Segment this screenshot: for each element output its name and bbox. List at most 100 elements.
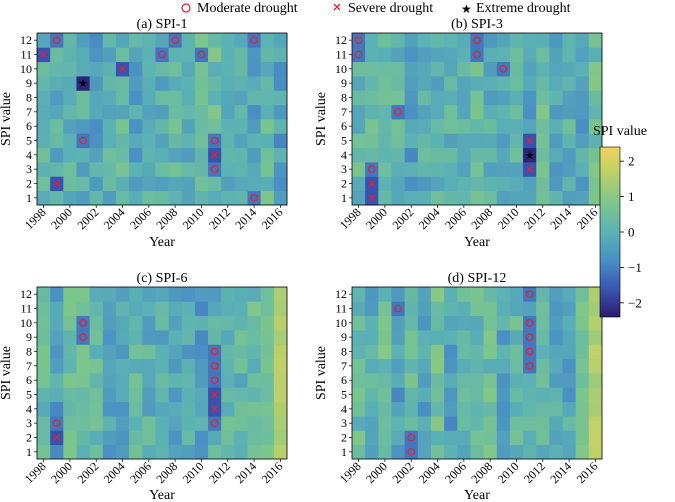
heatmap-cell <box>89 330 104 345</box>
x-tick-label: 2012 <box>521 205 548 232</box>
heatmap-cell <box>142 301 156 317</box>
heatmap-cell <box>208 287 222 302</box>
heatmap-cell <box>115 430 130 446</box>
heatmap-cell <box>129 344 143 360</box>
heatmap-cell <box>115 104 130 120</box>
heatmap-cell <box>115 373 130 388</box>
moderate-drought-marker <box>525 362 534 370</box>
heatmap-cell <box>155 301 169 317</box>
heatmap-cell <box>63 162 77 177</box>
heatmap-cell <box>102 133 117 149</box>
heatmap-cell <box>404 76 419 91</box>
y-tick-label: 2 <box>26 177 32 191</box>
heatmap-cell <box>142 119 156 134</box>
legend-item-extreme: ★ Extreme drought <box>461 1 571 16</box>
heatmap-cell <box>247 344 262 360</box>
heatmap-cell <box>378 401 392 417</box>
heatmap-cell <box>365 344 379 360</box>
heatmap-cell <box>444 330 458 345</box>
heatmap-cell <box>404 104 419 120</box>
heatmap-cell <box>129 133 143 149</box>
heatmap-cell <box>221 401 235 417</box>
heatmap-cell <box>365 104 379 120</box>
colorbar-tick-label: −1 <box>628 260 642 275</box>
heatmap-cell <box>391 133 406 149</box>
heatmap-cell <box>378 358 392 374</box>
heatmap-cell <box>457 190 471 206</box>
heatmap-cell <box>142 387 156 403</box>
heatmap-cell <box>155 444 169 460</box>
heatmap-cell <box>562 33 577 48</box>
heatmap-cell <box>181 162 196 177</box>
y-tick-label: 8 <box>341 91 347 105</box>
heatmap-cell <box>168 147 183 163</box>
heatmap-cell <box>115 133 130 149</box>
heatmap-cell <box>430 33 445 48</box>
heatmap-cell <box>536 47 550 63</box>
heatmap-cell <box>260 61 275 77</box>
heatmap-cell <box>575 430 590 446</box>
heatmap-cell <box>457 387 471 403</box>
heatmap-cell <box>234 133 248 149</box>
y-tick-label: 9 <box>341 76 347 90</box>
heatmap-cell <box>129 33 143 48</box>
heatmap-cell <box>365 33 379 48</box>
heatmap-cell <box>483 190 498 206</box>
heatmap-cell <box>234 176 248 192</box>
heatmap-cell <box>404 373 419 388</box>
heatmap-cell <box>444 315 458 331</box>
heatmap-cell <box>168 301 183 317</box>
heatmap-cell <box>168 133 183 149</box>
heatmap-cell <box>155 287 169 302</box>
heatmap-cell <box>352 430 366 446</box>
heatmap-cell <box>588 358 603 374</box>
heatmap-cell <box>155 315 169 331</box>
heatmap-cell <box>523 176 537 192</box>
moderate-drought-marker <box>499 65 508 73</box>
heatmap-cell <box>523 47 537 63</box>
heatmap-cell <box>142 33 156 48</box>
heatmap-cell <box>509 330 524 345</box>
moderate-drought-marker <box>407 448 415 456</box>
heatmap-cell <box>194 315 209 331</box>
heatmap-cell <box>417 387 432 403</box>
heatmap-cell <box>247 401 262 417</box>
heatmap-cell <box>260 387 275 403</box>
heatmap-cell <box>588 444 603 460</box>
heatmap-cell <box>470 76 484 91</box>
heatmap-cell <box>417 33 432 48</box>
y-tick-label: 12 <box>335 287 347 301</box>
heatmap-cell <box>444 147 458 163</box>
heatmap-cell <box>575 344 590 360</box>
heatmap-cell <box>37 76 51 91</box>
heatmap-cell <box>260 33 275 48</box>
heatmap-cell <box>378 61 392 77</box>
heatmap-cell <box>50 444 64 460</box>
heatmap-cell <box>129 76 143 91</box>
heatmap-cell <box>50 344 64 360</box>
y-tick-label: 3 <box>341 416 347 430</box>
heatmap-cell <box>470 190 484 206</box>
severe-drought-marker <box>526 137 534 144</box>
heatmap-cell <box>260 176 275 192</box>
y-tick-label: 4 <box>26 402 32 416</box>
heatmap-cell <box>37 61 51 77</box>
heatmap-cell <box>523 387 537 403</box>
heatmap-cell <box>430 147 445 163</box>
heatmap-cell <box>549 119 563 134</box>
heatmap-cell <box>523 61 537 77</box>
heatmap-cell <box>76 387 91 403</box>
heatmap-cell <box>37 119 51 134</box>
heatmap-cell <box>483 401 498 417</box>
heatmap-cell <box>63 47 77 63</box>
y-tick-label: 2 <box>341 177 347 191</box>
heatmap-cell <box>129 373 143 388</box>
heatmap-cell <box>208 47 222 63</box>
heatmap-cell <box>63 76 77 91</box>
heatmap-cell <box>50 287 64 302</box>
heatmap-cell <box>129 61 143 77</box>
heatmap-cell <box>273 430 288 446</box>
heatmap-cell <box>234 61 248 77</box>
heatmap-cell <box>247 76 262 91</box>
heatmap-cell <box>391 176 406 192</box>
